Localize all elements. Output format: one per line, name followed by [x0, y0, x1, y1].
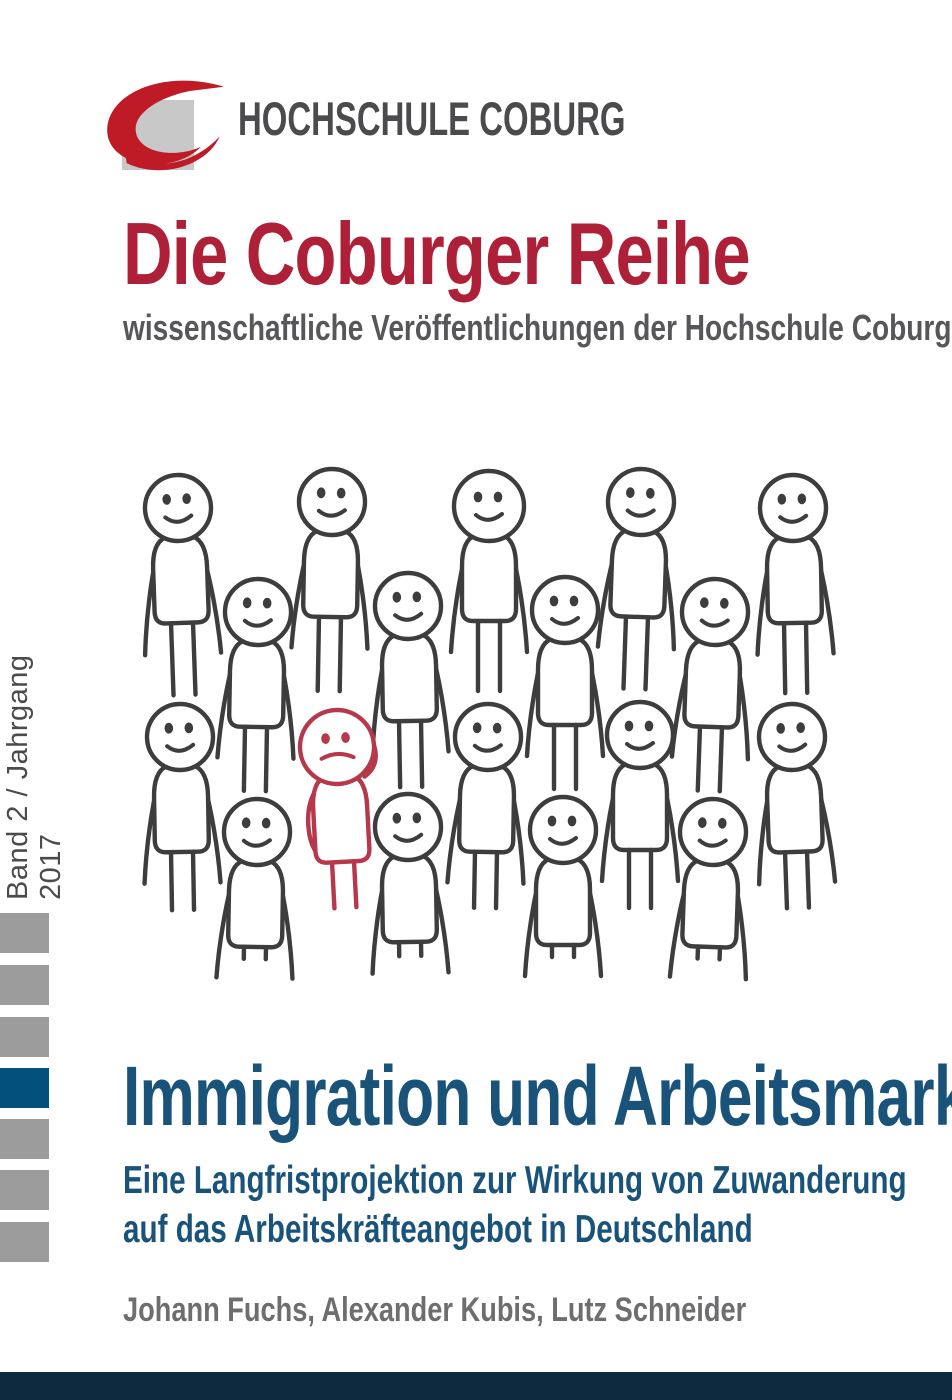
publication-title: Immigration und Arbeitsmarkt — [123, 1049, 952, 1143]
footer-bar — [0, 1372, 952, 1400]
stick-figure — [524, 574, 606, 792]
authors-line: Johann Fuchs, Alexander Kubis, Lutz Schn… — [123, 1291, 747, 1329]
stick-figure — [289, 466, 370, 694]
logo-wordmark-text: HOCHSCHULE COBURG — [238, 92, 626, 145]
stick-figure — [370, 791, 451, 976]
sidebar-square — [0, 1222, 49, 1262]
stick-figure — [595, 466, 677, 692]
sidebar-square — [0, 1017, 49, 1057]
stick-figure — [142, 701, 223, 913]
stick-figure — [669, 576, 751, 794]
series-subtitle: wissenschaftliche Veröffentlichungen der… — [123, 307, 952, 348]
stick-figure — [756, 701, 838, 911]
logo-wordmark: HOCHSCHULE COBURG — [238, 94, 792, 144]
stick-figure-red-sad — [297, 707, 378, 911]
spine-label: Band 2 / Jahrgang 2017 — [2, 654, 67, 900]
sidebar-square — [0, 1119, 49, 1159]
stick-figure — [214, 796, 295, 981]
sidebar-square — [0, 965, 49, 1005]
stick-figure — [142, 472, 224, 698]
brush-c-logo-icon — [107, 80, 224, 171]
stick-figure — [667, 796, 749, 982]
stick-figure — [522, 794, 604, 979]
sidebar-square — [0, 1170, 49, 1210]
series-title: Die Coburger Reihe — [123, 204, 750, 303]
stick-figure — [599, 699, 681, 911]
publication-subtitle-line1: Eine Langfristprojektion zur Wirkung von… — [123, 1159, 907, 1202]
publication-subtitle-line2: auf das Arbeitskräfteangebot in Deutschl… — [123, 1208, 753, 1251]
publication-subtitle: Eine Langfristprojektion zur Wirkung von… — [123, 1156, 952, 1254]
sidebar-square — [0, 913, 49, 953]
stick-figure — [215, 576, 296, 794]
stick-figure — [370, 570, 451, 790]
stick-figure — [755, 472, 836, 696]
stick-figure — [445, 701, 526, 911]
stick-figure — [448, 468, 530, 694]
sidebar-square-highlight — [0, 1068, 49, 1108]
